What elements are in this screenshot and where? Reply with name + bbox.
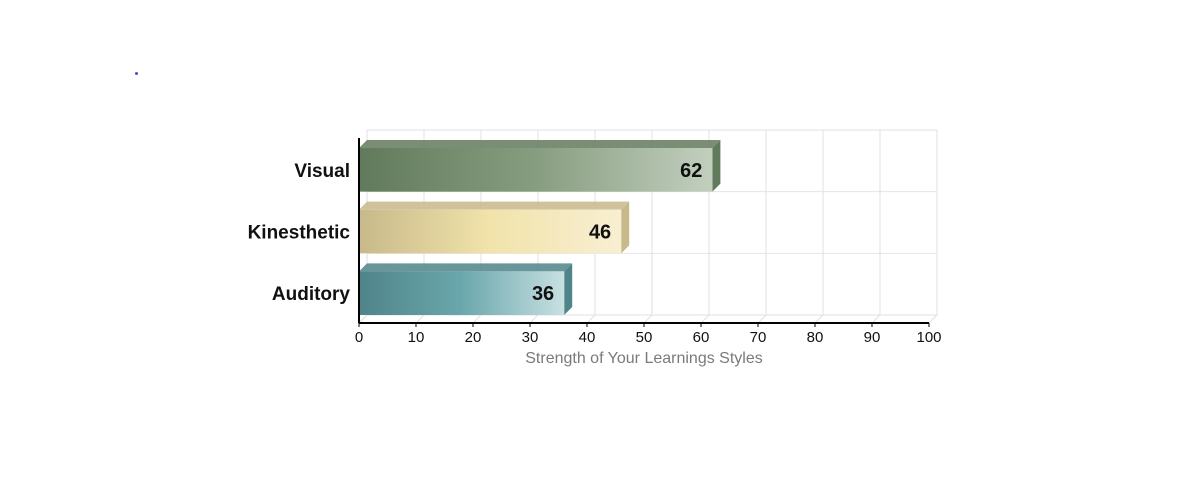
data-label-kinesthetic: 46 xyxy=(589,222,611,244)
gridline-floor xyxy=(586,314,596,324)
bar-side-auditory xyxy=(564,263,573,315)
bar-top-kinesthetic xyxy=(359,201,630,210)
gridline-floor xyxy=(757,314,767,324)
data-label-auditory: 36 xyxy=(532,283,554,305)
bar-top-visual xyxy=(359,140,721,148)
x-tick-label: 20 xyxy=(465,329,482,346)
axes: Visual Kinesthetic Auditory 0 10 20 30 40 50 60 70… xyxy=(248,138,942,346)
gridline-floor xyxy=(871,314,881,324)
bar-side-kinesthetic xyxy=(621,201,630,254)
x-tick-label: 0 xyxy=(355,329,363,346)
bar-kinesthetic xyxy=(359,209,622,254)
x-tick-label: 70 xyxy=(750,329,767,346)
bar-visual xyxy=(359,148,713,192)
gridline-floor xyxy=(643,314,653,324)
x-tick-label: 100 xyxy=(916,329,941,346)
x-tick-label: 10 xyxy=(408,329,425,346)
gridline-floor xyxy=(700,314,710,324)
gridline-floor xyxy=(814,314,824,324)
bar-top-auditory xyxy=(359,263,573,272)
gridline-floor xyxy=(472,314,482,324)
category-label-auditory: Auditory xyxy=(272,284,351,305)
x-tick-label: 90 xyxy=(864,329,881,346)
marker-dot xyxy=(135,72,138,75)
x-tick-label: 80 xyxy=(807,329,824,346)
gridline-floor xyxy=(529,314,539,324)
data-label-visual: 62 xyxy=(680,160,702,182)
x-tick-label: 50 xyxy=(636,329,653,346)
gridline-floor xyxy=(928,314,938,324)
bars: 62 46 36 xyxy=(359,140,721,315)
gridline-floor xyxy=(415,314,425,324)
x-tick-label: 30 xyxy=(522,329,539,346)
bar-auditory xyxy=(359,271,565,315)
category-label-kinesthetic: Kinesthetic xyxy=(248,223,351,244)
x-tick-label: 40 xyxy=(579,329,596,346)
bar-side-visual xyxy=(712,140,721,192)
category-label-visual: Visual xyxy=(294,161,350,182)
gridline-floor xyxy=(358,314,368,324)
x-axis-label: Strength of Your Learnings Styles xyxy=(525,350,763,367)
x-tick-label: 60 xyxy=(693,329,710,346)
